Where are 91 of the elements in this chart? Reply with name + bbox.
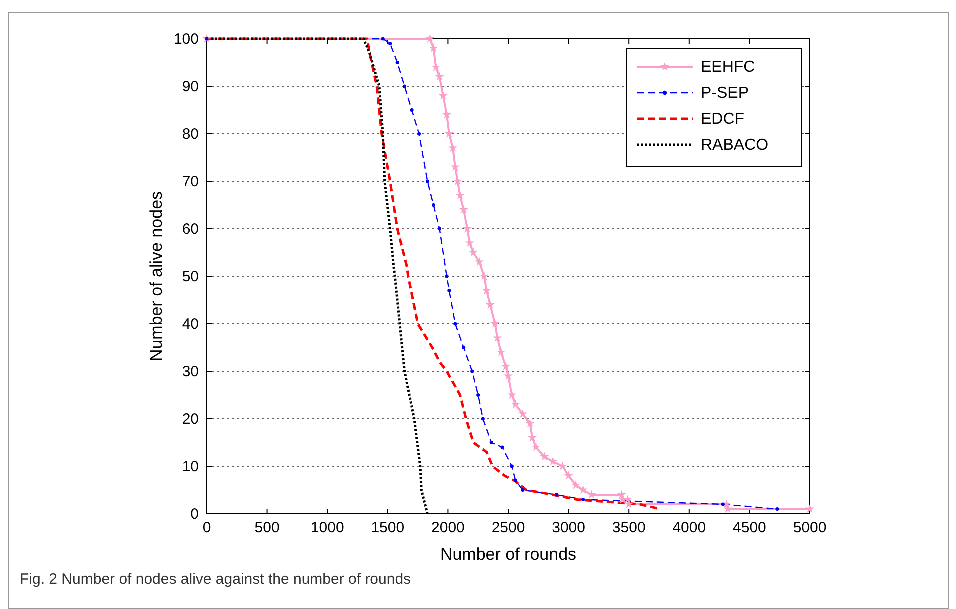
point: [438, 91, 448, 100]
x-tick-label: 1500: [371, 520, 405, 537]
x-tick-label: 1000: [310, 520, 344, 537]
point: [511, 400, 520, 409]
point: [475, 258, 484, 266]
point: [410, 108, 414, 112]
x-tick-label: 4500: [733, 520, 766, 537]
point: [508, 390, 517, 400]
y-tick-label: 10: [182, 458, 199, 476]
x-tick-label: 2500: [492, 520, 526, 537]
point: [504, 372, 513, 380]
x-tick-label: 3500: [612, 520, 646, 537]
point: [476, 393, 480, 398]
y-tick-label: 60: [182, 220, 199, 238]
point: [459, 205, 468, 214]
point: [721, 502, 725, 506]
y-tick-label: 80: [182, 126, 199, 143]
x-tick-label: 4000: [672, 520, 706, 537]
point: [426, 180, 430, 184]
point: [396, 60, 400, 65]
point: [617, 490, 626, 499]
point: [469, 248, 478, 257]
y-tick-label: 0: [190, 506, 199, 523]
point: [438, 227, 442, 231]
legend-label: EDCF: [701, 111, 745, 128]
x-axis-title: Number of rounds: [440, 545, 577, 564]
point: [426, 34, 435, 43]
point: [442, 110, 452, 119]
point: [435, 72, 444, 81]
point: [521, 488, 525, 492]
point: [540, 452, 550, 461]
x-tick-label: 500: [254, 520, 280, 537]
y-axis-title: Number of alive nodes: [147, 191, 166, 362]
point: [578, 486, 588, 494]
point: [444, 129, 454, 138]
point: [587, 490, 596, 499]
point: [417, 132, 422, 136]
point: [403, 84, 407, 88]
point: [532, 442, 541, 452]
point: [518, 410, 528, 418]
point: [462, 346, 466, 350]
point: [581, 498, 586, 502]
point: [486, 300, 495, 309]
y-tick-label: 90: [182, 78, 199, 96]
point: [448, 288, 452, 293]
x-tick-label: 3000: [552, 520, 586, 537]
point: [526, 419, 535, 428]
point: [776, 507, 780, 512]
point: [445, 274, 449, 278]
point: [388, 42, 392, 46]
point: [381, 37, 385, 41]
y-tick-label: 40: [182, 316, 199, 333]
point: [554, 493, 559, 497]
point: [564, 471, 574, 480]
y-tick-label: 50: [182, 268, 199, 286]
point: [465, 238, 474, 248]
point: [482, 286, 492, 295]
legend-label: EEHFC: [701, 59, 756, 76]
point: [806, 504, 814, 514]
point: [490, 319, 500, 328]
point: [470, 370, 474, 374]
point: [510, 464, 514, 468]
point: [429, 44, 438, 52]
legend-label: RABACO: [701, 137, 769, 154]
y-tick-label: 20: [182, 410, 199, 428]
point: [528, 433, 538, 442]
point: [558, 462, 568, 470]
point: [490, 440, 494, 445]
x-tick-label: 2000: [432, 520, 465, 537]
y-tick-label: 70: [182, 173, 199, 190]
point: [448, 144, 458, 152]
y-tick-label: 30: [182, 363, 199, 380]
point: [502, 362, 511, 371]
point: [480, 272, 489, 280]
legend-label: P-SEP: [701, 85, 750, 102]
y-tick-label: 100: [174, 30, 199, 48]
point: [454, 322, 458, 326]
point: [500, 446, 504, 450]
point: [432, 203, 436, 208]
point: [514, 478, 518, 483]
point: [456, 191, 465, 200]
point: [453, 176, 462, 186]
point: [493, 334, 502, 342]
point: [463, 224, 472, 233]
point: [481, 417, 485, 421]
caption: Fig. 2 Number of nodes alive against the number of rounds: [20, 571, 412, 588]
x-tick-label: 5000: [793, 520, 827, 537]
point: [548, 457, 558, 466]
x-tick-label: 0: [202, 520, 212, 537]
point: [572, 480, 581, 490]
point: [496, 348, 506, 356]
